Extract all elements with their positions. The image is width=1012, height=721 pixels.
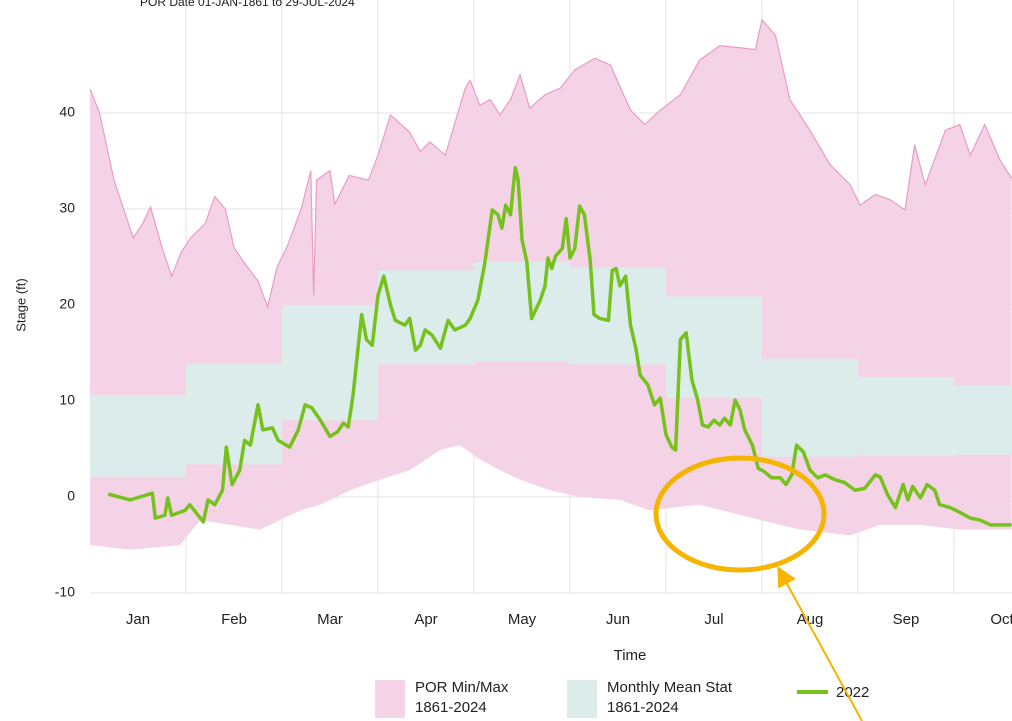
x-tick-label: Sep — [893, 611, 920, 628]
legend-label: 1861-2024 — [415, 699, 487, 716]
mean-stat-bar — [378, 270, 474, 365]
y-tick-label: 30 — [59, 200, 75, 216]
por-max-line — [90, 18, 1012, 309]
x-tick-label: Apr — [414, 611, 437, 628]
legend-swatch — [567, 680, 597, 718]
mean-stat-bar — [90, 395, 186, 477]
legend: POR Min/Max 1861-2024 Monthly Mean Stat … — [375, 679, 869, 718]
mean-stat-bar — [762, 358, 858, 457]
y-tick-label: 10 — [59, 392, 75, 408]
x-tick-label: May — [508, 611, 537, 628]
y-axis-label: Stage (ft) — [13, 278, 28, 331]
mean-stat-bar — [954, 385, 1012, 455]
series-line — [107, 165, 1012, 527]
annotation-circle — [653, 455, 827, 573]
x-tick-label: Jan — [126, 611, 150, 628]
legend-label: 2022 — [836, 684, 869, 701]
annotation-arrow — [777, 566, 863, 721]
legend-label: Monthly Mean Stat — [607, 679, 733, 696]
y-tick-label: -10 — [55, 584, 75, 600]
legend-label: 1861-2024 — [607, 699, 679, 716]
x-tick-label: Oct — [990, 611, 1012, 628]
x-tick-label: Mar — [317, 611, 343, 628]
x-tick-label: Jul — [704, 611, 723, 628]
mean-stat-bar — [858, 377, 954, 456]
mean-stat-bar — [474, 261, 570, 362]
plot-area — [90, 18, 1012, 550]
y-tick-label: 20 — [59, 296, 75, 312]
legend-label: POR Min/Max — [415, 679, 509, 696]
legend-swatch — [375, 680, 405, 718]
subtitle: POR Date 01-JAN-1861 to 29-JUL-2024 — [140, 0, 355, 9]
mean-stat-bar — [666, 296, 762, 399]
x-axis-label: Time — [614, 647, 647, 664]
y-tick-label: 40 — [59, 104, 75, 120]
x-tick-label: Jun — [606, 611, 630, 628]
mean-stat-bar — [186, 363, 282, 465]
x-tick-label: Feb — [221, 611, 247, 628]
y-tick-label: 0 — [67, 488, 75, 504]
